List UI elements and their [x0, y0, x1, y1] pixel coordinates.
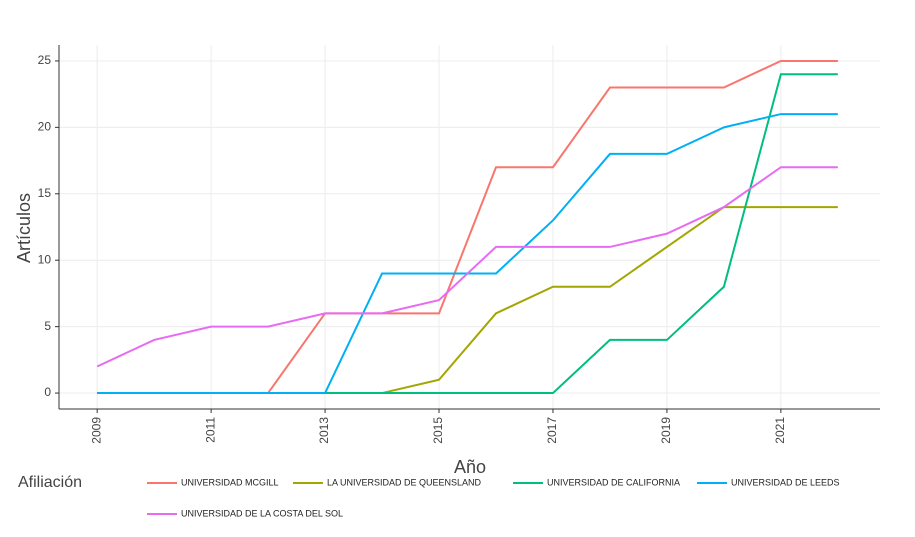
legend-label: UNIVERSIDAD DE CALIFORNIA	[547, 477, 680, 487]
series-line	[96, 166, 838, 368]
y-tick-label: 0	[44, 385, 51, 399]
legend-label: LA UNIVERSIDAD DE QUEENSLAND	[327, 477, 482, 487]
series-line	[97, 59, 838, 395]
legend-label: UNIVERSIDAD MCGILL	[181, 477, 279, 487]
y-tick-label: 10	[38, 252, 52, 266]
y-tick-label: 20	[38, 120, 52, 134]
legend-label: UNIVERSIDAD DE LA COSTA DEL SOL	[181, 508, 343, 518]
y-tick-label: 15	[38, 186, 52, 200]
x-tick-label: 2009	[89, 417, 103, 444]
x-axis-title: Año	[454, 457, 486, 477]
x-tick-label: 2017	[545, 417, 559, 444]
series-line	[97, 113, 838, 395]
x-tick-label: 2015	[431, 417, 445, 444]
x-tick-label: 2011	[203, 417, 217, 443]
x-tick-label: 2019	[659, 417, 673, 444]
x-tick-label: 2013	[317, 417, 331, 444]
series-line	[97, 206, 838, 395]
y-axis-title: Artículos	[14, 193, 34, 263]
y-tick-label: 25	[38, 53, 52, 67]
y-tick-label: 5	[44, 319, 51, 333]
legend-label: UNIVERSIDAD DE LEEDS	[731, 477, 840, 487]
x-tick-label: 2021	[773, 417, 787, 444]
legend-title: Afiliación	[18, 474, 82, 491]
